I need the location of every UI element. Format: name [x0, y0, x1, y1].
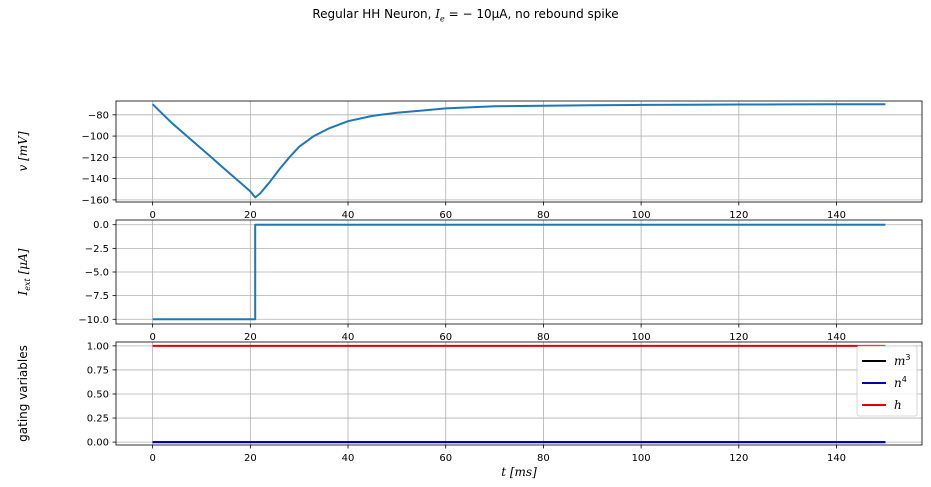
x-tick-label: 40: [342, 210, 355, 221]
y-tick-label: −100: [82, 132, 109, 143]
x-tick-label: 60: [439, 453, 452, 464]
x-tick-label: 0: [149, 332, 155, 343]
x-tick-label: 100: [632, 210, 651, 221]
series-line-1-1: [151, 103, 886, 199]
y-tick-label: −10.0: [78, 315, 109, 326]
y-tick-label: −2.5: [85, 244, 109, 255]
legend-label-1: m3: [894, 353, 910, 368]
y-axis-label: gating variables: [16, 345, 30, 442]
y-axis-label: Iext [μA]: [16, 248, 32, 296]
x-tick-label: 140: [827, 453, 846, 464]
y-tick-label: 0.50: [87, 389, 109, 400]
legend-box: [856, 345, 918, 417]
y-tick-label: −80: [88, 110, 109, 121]
x-tick-label: 100: [632, 453, 651, 464]
y-axis-label: v [mV]: [16, 131, 30, 171]
x-tick-label: 80: [537, 453, 550, 464]
y-tick-label: 1.00: [87, 341, 109, 352]
x-tick-label: 20: [244, 332, 257, 343]
y-tick-label: −7.5: [85, 291, 109, 302]
x-tick-label: 0: [149, 453, 155, 464]
x-tick-label: 120: [729, 332, 748, 343]
y-tick-label: 0.25: [87, 414, 109, 425]
x-tick-label: 80: [537, 332, 550, 343]
x-tick-label: 140: [827, 332, 846, 343]
x-tick-label: 0: [149, 210, 155, 221]
x-tick-label: 120: [729, 210, 748, 221]
axes-frame: [115, 341, 923, 446]
figure-title-suffix: , no rebound spike: [507, 7, 619, 21]
axes-frame: [115, 100, 923, 203]
legend-label-2: n4: [894, 375, 907, 390]
x-tick-label: 100: [632, 332, 651, 343]
x-tick-label: 60: [439, 210, 452, 221]
figure-title-math: I: [435, 7, 441, 21]
x-tick-label: 120: [729, 453, 748, 464]
x-tick-label: 80: [537, 210, 550, 221]
legend-label-3: h: [894, 398, 902, 412]
series-line-2-1: [152, 223, 886, 321]
y-tick-label: 0.00: [87, 438, 109, 449]
x-tick-label: 60: [439, 332, 452, 343]
figure-title-math-rest: = − 10μA: [444, 7, 508, 21]
x-tick-label: 20: [244, 210, 257, 221]
y-tick-label: 0.75: [87, 365, 109, 376]
x-axis-label: t [ms]: [501, 465, 537, 479]
x-tick-label: 40: [342, 332, 355, 343]
y-tick-label: −120: [82, 153, 109, 164]
y-tick-label: −160: [82, 195, 109, 206]
y-tick-label: −5.0: [85, 268, 109, 279]
figure-title: Regular HH Neuron, Ie = − 10μA, no rebou…: [0, 7, 931, 23]
y-tick-label: −140: [82, 174, 109, 185]
x-tick-label: 20: [244, 453, 257, 464]
figure-title-prefix: Regular HH Neuron,: [312, 7, 436, 21]
figure-title-math-sub: e: [440, 14, 445, 24]
x-tick-label: 140: [827, 210, 846, 221]
x-tick-label: 40: [342, 453, 355, 464]
y-tick-label: 0.0: [93, 220, 109, 231]
